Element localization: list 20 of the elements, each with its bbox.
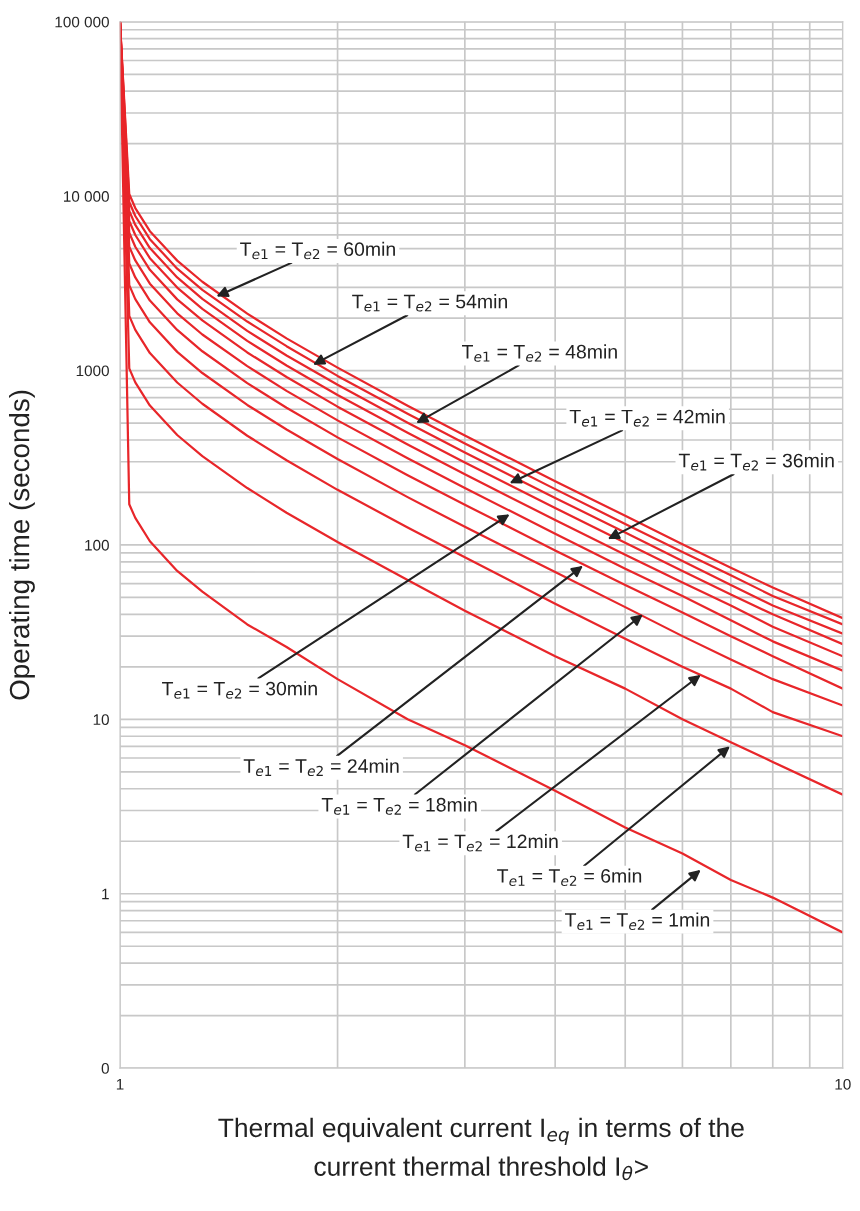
annotation: T$_{e1}$ = T$_{e2}$ = 36min bbox=[678, 453, 834, 471]
annotation: T$_{e1}$ = T$_{e2}$ = 1min bbox=[565, 912, 710, 930]
annotation: T$_{e1}$ = T$_{e2}$ = 54min bbox=[352, 294, 507, 312]
annotation: T$_{e1}$ = T$_{e2}$ = 42min bbox=[569, 409, 725, 427]
y-tick-label: 10 000 bbox=[63, 191, 109, 202]
y-axis-title: Operating time (seconds) bbox=[9, 390, 35, 700]
y-tick-label: 10 bbox=[93, 714, 109, 726]
annotation: T$_{e1}$ = T$_{e2}$ = 12min bbox=[402, 833, 558, 852]
annotation: T$_{e1}$ = T$_{e2}$ = 30min bbox=[162, 681, 317, 699]
x-axis-title: Thermal equivalent current I$_{eq}$ in terms of the current thermal threshold I$_{θ}$> bbox=[218, 1117, 744, 1181]
y-tick-label: 1 bbox=[102, 888, 109, 900]
y-tick-label: 1000 bbox=[76, 365, 109, 377]
y-tick-label: 100 bbox=[85, 539, 109, 551]
annotation: T$_{e1}$ = T$_{e2}$ = 24min bbox=[243, 758, 399, 777]
annotation: T$_{e1}$ = T$_{e2}$ = 60min bbox=[240, 241, 395, 260]
y-tick-label: 100 000 bbox=[55, 16, 109, 28]
annotation: T$_{e1}$ = T$_{e2}$ = 48min bbox=[462, 344, 617, 362]
annotation: T$_{e1}$ = T$_{e2}$ = 18min bbox=[321, 797, 477, 815]
annotation: T$_{e1}$ = T$_{e2}$ = 6min bbox=[497, 868, 642, 886]
y-tick-label: 0 bbox=[101, 1062, 109, 1074]
